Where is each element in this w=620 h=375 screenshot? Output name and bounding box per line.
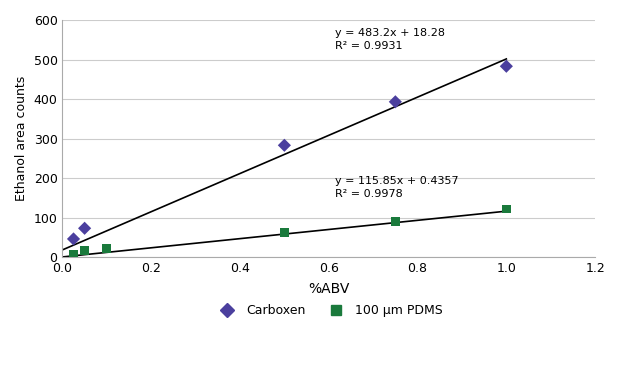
- Y-axis label: Ethanol area counts: Ethanol area counts: [15, 76, 28, 201]
- Point: [79, 225, 89, 231]
- Point: [280, 142, 290, 148]
- Point: [391, 219, 401, 225]
- Legend: Carboxen, 100 µm PDMS: Carboxen, 100 µm PDMS: [210, 299, 448, 322]
- Point: [69, 251, 79, 257]
- X-axis label: %ABV: %ABV: [308, 282, 350, 296]
- Point: [79, 248, 89, 254]
- Point: [69, 236, 79, 242]
- Text: R² = 0.9978: R² = 0.9978: [335, 189, 403, 199]
- Point: [280, 229, 290, 235]
- Text: y = 483.2x + 18.28: y = 483.2x + 18.28: [335, 28, 445, 38]
- Text: y = 115.85x + 0.4357: y = 115.85x + 0.4357: [335, 176, 459, 186]
- Point: [502, 63, 512, 69]
- Point: [102, 245, 112, 251]
- Point: [502, 206, 512, 212]
- Text: R² = 0.9931: R² = 0.9931: [335, 40, 403, 51]
- Point: [391, 99, 401, 105]
